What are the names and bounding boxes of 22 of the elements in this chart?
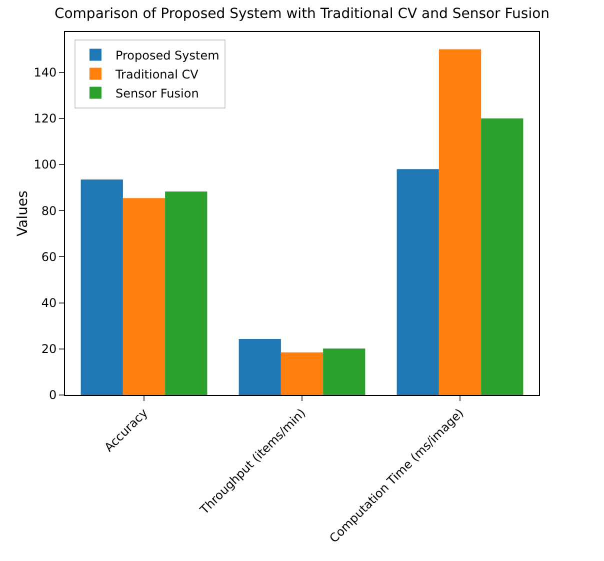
y-tick-label: 20 — [41, 342, 57, 356]
y-axis-title: Values — [15, 190, 31, 236]
bar — [280, 352, 324, 395]
bar — [438, 49, 482, 395]
bar — [396, 169, 439, 395]
y-tick-label: 0 — [48, 388, 57, 402]
legend-label: Sensor Fusion — [115, 86, 199, 100]
legend-label: Proposed System — [115, 48, 220, 62]
bar — [80, 180, 123, 395]
y-tick-label: 80 — [41, 204, 57, 218]
y-tick-label: 60 — [41, 250, 57, 264]
bar — [165, 191, 208, 395]
legend-label: Traditional CV — [114, 67, 200, 82]
chart-title: Comparison of Proposed System with Traditional CV and Sensor Fusion — [54, 6, 550, 22]
y-tick-label: 120 — [34, 112, 57, 126]
y-tick-label: 100 — [34, 158, 57, 172]
bar — [238, 338, 281, 395]
y-tick-label: 140 — [34, 66, 57, 80]
y-tick-label: 40 — [41, 296, 57, 310]
bar — [481, 118, 524, 395]
bar — [323, 348, 366, 395]
bar — [122, 198, 166, 395]
